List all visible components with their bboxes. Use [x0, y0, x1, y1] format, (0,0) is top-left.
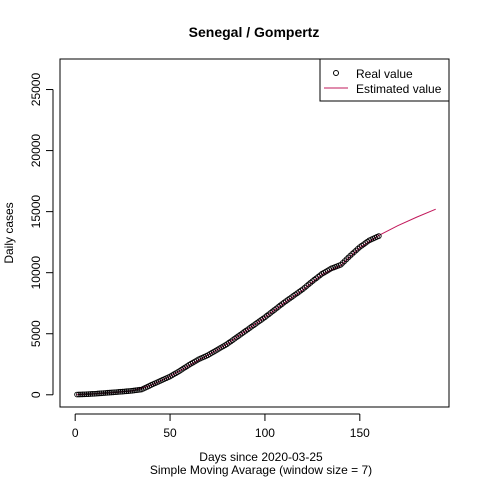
chart-subtitle: Simple Moving Avarage (window size = 7) — [150, 463, 372, 477]
data-point-real-value — [108, 389, 115, 396]
series-layer — [74, 208, 436, 398]
y-tick-label: 10000 — [29, 256, 43, 290]
x-tick-label: 50 — [163, 426, 177, 440]
data-point-real-value — [121, 388, 128, 395]
y-tick-label: 15000 — [29, 195, 43, 229]
x-tick-label: 0 — [72, 426, 79, 440]
data-point-real-value — [106, 389, 113, 396]
plot-frame — [59, 58, 450, 408]
data-point-real-value — [117, 388, 124, 395]
legend-marker-real-value — [333, 70, 339, 76]
data-point-real-value — [343, 256, 350, 263]
y-axis-label: Daily cases — [2, 202, 16, 263]
series-line-estimated-value — [77, 208, 436, 396]
x-axis-label: Days since 2020-03-25 — [199, 450, 323, 464]
data-point-real-value — [85, 391, 92, 397]
data-point-real-value — [339, 260, 346, 266]
legend-label-estimated-value: Estimated value — [356, 82, 442, 96]
data-point-real-value — [110, 389, 116, 396]
data-point-real-value — [123, 388, 130, 395]
data-point-real-value — [114, 389, 120, 395]
y-tick-label: 20000 — [29, 134, 43, 168]
y-tick-label: 0 — [29, 391, 43, 398]
data-point-real-value — [127, 388, 134, 394]
data-point-real-value — [93, 390, 99, 397]
data-point-real-value — [87, 391, 94, 397]
data-point-real-value — [337, 261, 344, 268]
data-point-real-value — [76, 391, 82, 398]
data-point-real-value — [74, 391, 80, 398]
x-tick-label: 100 — [255, 426, 275, 440]
data-point-real-value — [96, 390, 103, 397]
data-point-real-value — [131, 387, 137, 394]
y-tick-label: 5000 — [29, 320, 43, 347]
chart-title: Senegal / Gompertz — [189, 24, 320, 40]
data-point-real-value — [341, 258, 348, 264]
data-point-real-value — [345, 254, 352, 261]
data-point-real-value — [95, 390, 101, 397]
data-point-real-value — [125, 388, 132, 394]
data-point-real-value — [79, 391, 86, 398]
data-point-real-value — [104, 389, 111, 396]
x-tick-label: 150 — [350, 426, 370, 440]
data-point-real-value — [83, 391, 90, 398]
data-point-real-value — [78, 391, 84, 398]
y-tick-label: 25000 — [29, 73, 43, 107]
data-point-real-value — [136, 386, 143, 393]
data-point-real-value — [91, 390, 98, 397]
data-point-real-value — [81, 391, 88, 398]
data-point-real-value — [129, 387, 135, 394]
legend: Real value Estimated value — [319, 58, 450, 102]
data-point-real-value — [102, 390, 109, 396]
data-point-real-value — [119, 388, 126, 395]
data-point-real-value — [89, 391, 96, 397]
legend-box — [319, 58, 450, 102]
data-point-real-value — [98, 390, 105, 397]
axes: 0 50 100 150 0 5000 10000 15000 20000 25000 — [29, 73, 370, 440]
data-point-real-value — [115, 389, 122, 395]
data-point-real-value — [100, 390, 107, 396]
data-point-real-value — [112, 389, 118, 396]
legend-label-real-value: Real value — [356, 67, 413, 81]
data-point-real-value — [375, 233, 382, 239]
data-point-real-value — [133, 387, 139, 394]
data-point-real-value — [134, 387, 141, 393]
